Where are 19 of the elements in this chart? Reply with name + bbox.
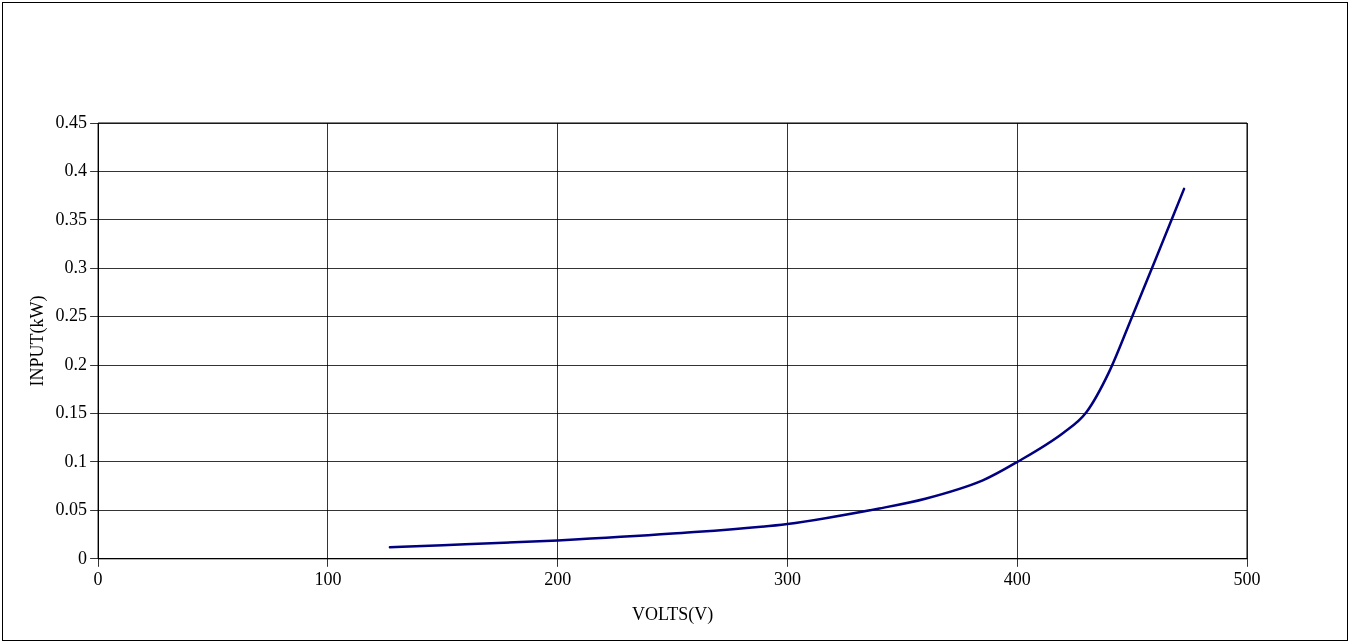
- y-axis-title: INPUT(kW): [26, 295, 48, 387]
- x-tick-label: 100: [314, 569, 342, 590]
- x-axis-title: VOLTS(V): [631, 603, 714, 625]
- x-tick-label: 0: [93, 569, 103, 590]
- x-tick-label: 200: [544, 569, 572, 590]
- y-tick-label: 0.15: [55, 402, 88, 423]
- y-tick-label: 0.1: [64, 450, 88, 471]
- y-tick-label: 0: [78, 547, 88, 568]
- y-tick-label: 0.35: [55, 208, 88, 229]
- x-tick-label: 300: [773, 569, 801, 590]
- x-tick-label: 500: [1233, 569, 1261, 590]
- x-tick-label: 400: [1003, 569, 1031, 590]
- y-tick-label: 0.3: [64, 257, 88, 277]
- y-tick-label: 0.25: [55, 305, 88, 326]
- line-series: [388, 187, 1186, 549]
- y-tick-label: 0.2: [64, 353, 88, 374]
- y-tick-label: 0.4: [64, 160, 88, 181]
- y-tick-label: 0.05: [55, 499, 88, 520]
- y-tick-label: 0.45: [55, 111, 88, 132]
